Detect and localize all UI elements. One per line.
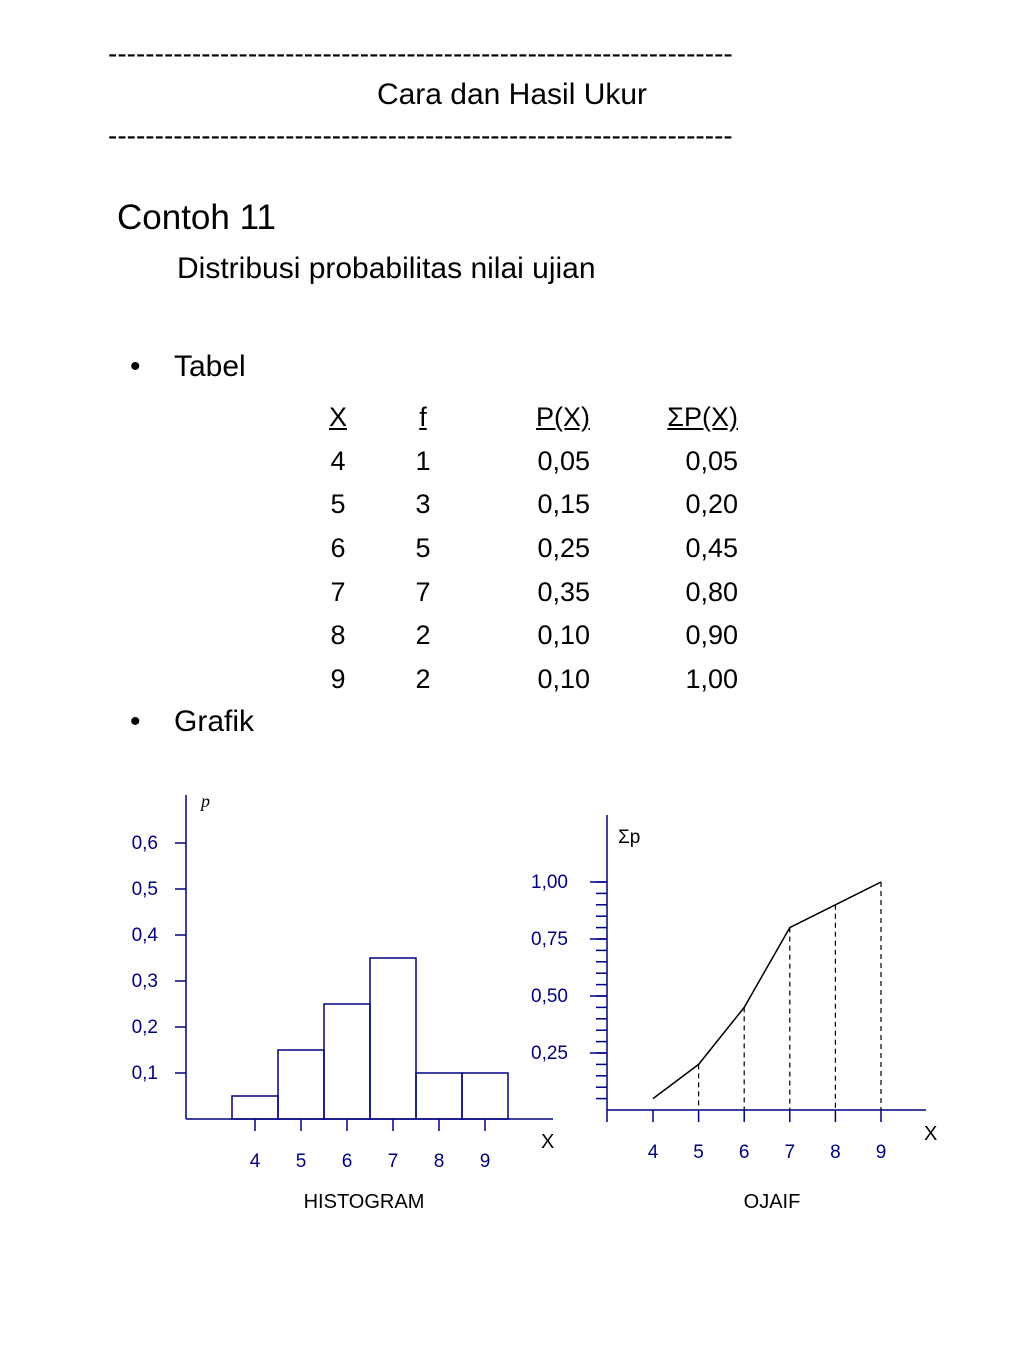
cell-f: 1 xyxy=(415,445,431,476)
example-title: Contoh 11 xyxy=(117,198,276,237)
x-tick-label: 9 xyxy=(480,1151,491,1172)
histogram-chart: 0,1 0,2 0,3 0,4 0,5 0,6 4 5 6 7 8 9 p X HISTOGRAM xyxy=(132,791,555,1213)
table-header-row: X f P(X) ΣP(X) xyxy=(300,396,738,440)
ogive-chart: 0,25 0,50 0,75 1,00 4 5 6 7 8 9 Σp X OJAIF xyxy=(531,815,937,1213)
subtitle: Distribusi probabilitas nilai ujian xyxy=(177,252,596,285)
cell-x: 7 xyxy=(330,576,346,607)
table-row: 8 2 0,10 0,90 xyxy=(300,614,738,658)
cell-x: 4 xyxy=(330,445,346,476)
x-tick-label: 9 xyxy=(876,1142,887,1163)
histogram-caption: HISTOGRAM xyxy=(304,1191,425,1213)
cell-f: 2 xyxy=(415,620,431,651)
cell-x: 8 xyxy=(330,620,346,651)
cell-px: 0,05 xyxy=(537,445,590,476)
y-tick-label: 0,3 xyxy=(132,971,158,992)
bullet-tabel: • Tabel xyxy=(130,350,246,384)
histogram-bar xyxy=(323,1003,371,1120)
y-tick-label: 0,4 xyxy=(132,925,159,946)
y-axis-label: p xyxy=(199,791,210,811)
header-rule-top: ----------------------------------------… xyxy=(108,40,733,68)
histogram-bar xyxy=(277,1049,325,1120)
header-x: X xyxy=(328,402,347,433)
tabel-label: Tabel xyxy=(174,350,246,383)
bullet-dot: • xyxy=(130,350,141,383)
bullet-dot: • xyxy=(130,705,141,738)
x-tick-label: 6 xyxy=(342,1151,353,1172)
cell-cumulative-px: 0,20 xyxy=(685,489,738,520)
histogram-bar xyxy=(231,1095,279,1120)
cell-f: 2 xyxy=(415,663,431,694)
cell-cumulative-px: 0,90 xyxy=(685,620,738,651)
cell-f: 3 xyxy=(415,489,431,520)
header-rule-bottom: ----------------------------------------… xyxy=(108,122,733,150)
x-tick-label: 8 xyxy=(434,1151,445,1172)
y-tick-label: 1,00 xyxy=(531,872,568,893)
cell-px: 0,35 xyxy=(537,576,590,607)
x-tick-label: 8 xyxy=(830,1142,841,1163)
cell-x: 5 xyxy=(330,489,346,520)
y-axis-label: Σp xyxy=(618,827,640,848)
header-px: P(X) xyxy=(536,402,590,433)
x-tick-label: 6 xyxy=(739,1142,750,1163)
cell-px: 0,25 xyxy=(537,533,590,564)
y-tick-label: 0,1 xyxy=(132,1063,158,1084)
x-tick-label: 4 xyxy=(250,1151,261,1172)
y-tick-label: 0,6 xyxy=(132,833,158,854)
cell-cumulative-px: 0,45 xyxy=(685,533,738,564)
y-tick-label: 0,25 xyxy=(531,1043,568,1064)
cell-px: 0,15 xyxy=(537,489,590,520)
y-tick-label: 0,50 xyxy=(531,986,568,1007)
cell-x: 9 xyxy=(330,663,346,694)
table-row: 7 7 0,35 0,80 xyxy=(300,570,738,614)
header-cumulative-px: ΣP(X) xyxy=(667,402,738,433)
probability-table: X f P(X) ΣP(X) 4 1 0,05 0,05 5 3 0,15 0,20 6 5 0,2… xyxy=(300,396,738,701)
ogive-caption: OJAIF xyxy=(744,1191,801,1213)
cell-cumulative-px: 0,05 xyxy=(685,445,738,476)
histogram-bar xyxy=(415,1072,463,1120)
x-axis-label: X xyxy=(924,1123,937,1145)
table-row: 4 1 0,05 0,05 xyxy=(300,440,738,484)
x-tick-label: 5 xyxy=(693,1142,704,1163)
y-tick-label: 0,2 xyxy=(132,1017,158,1038)
header-title: Cara dan Hasil Ukur xyxy=(376,78,648,111)
cell-cumulative-px: 0,80 xyxy=(685,576,738,607)
x-tick-label: 5 xyxy=(296,1151,307,1172)
table-row: 9 2 0,10 1,00 xyxy=(300,658,738,702)
ogive-line xyxy=(652,881,882,1100)
y-tick-label: 0,75 xyxy=(531,929,568,950)
grafik-label: Grafik xyxy=(174,705,255,738)
x-tick-label: 7 xyxy=(388,1151,399,1172)
table-row: 6 5 0,25 0,45 xyxy=(300,527,738,571)
y-tick-label: 0,5 xyxy=(132,879,158,900)
histogram-bar xyxy=(369,957,417,1120)
header-f: f xyxy=(419,402,427,433)
cell-cumulative-px: 1,00 xyxy=(685,663,738,694)
x-axis-label: X xyxy=(541,1131,554,1153)
cell-px: 0,10 xyxy=(537,663,590,694)
histogram-bar xyxy=(461,1072,509,1120)
x-tick-label: 4 xyxy=(648,1142,659,1163)
cell-px: 0,10 xyxy=(537,620,590,651)
cell-x: 6 xyxy=(330,533,346,564)
x-tick-label: 7 xyxy=(785,1142,796,1163)
bullet-grafik: • Grafik xyxy=(130,705,254,739)
table-row: 5 3 0,15 0,20 xyxy=(300,483,738,527)
cell-f: 5 xyxy=(415,533,431,564)
cell-f: 7 xyxy=(415,576,431,607)
